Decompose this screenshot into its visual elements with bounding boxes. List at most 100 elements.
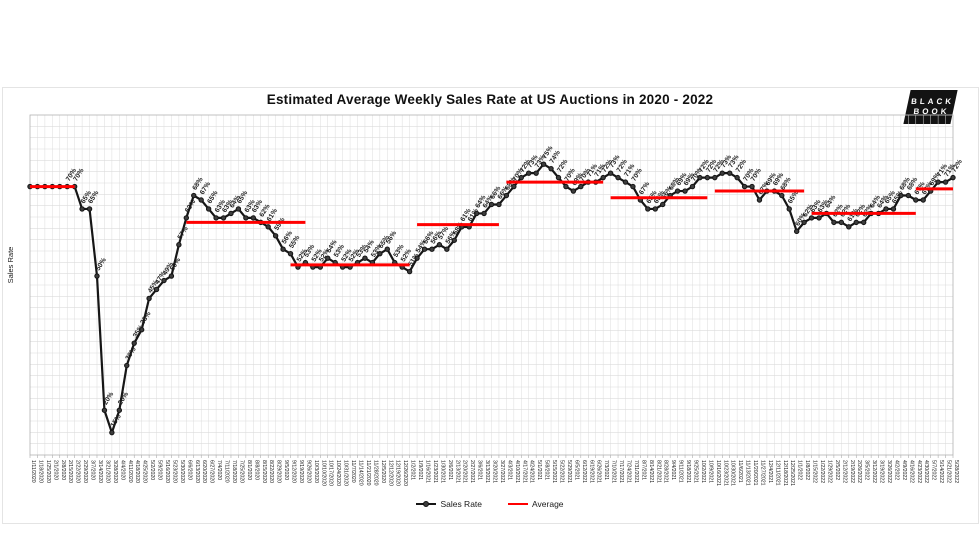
- x-axis-label: 6/19/2021: [588, 460, 594, 483]
- data-point-marker: [860, 219, 867, 226]
- data-point-marker: [124, 362, 130, 369]
- data-point-marker: [161, 277, 167, 284]
- data-point-marker: [146, 295, 152, 302]
- data-point-marker: [116, 407, 123, 413]
- x-axis-label: 9/18/2021: [685, 460, 691, 483]
- data-point-marker: [526, 170, 532, 176]
- x-axis-label: 4/10/2021: [514, 460, 520, 483]
- x-axis-label: 8/1/2020: [246, 460, 252, 480]
- data-point-marker: [287, 250, 294, 257]
- x-axis-label: 4/30/2022: [923, 460, 929, 483]
- data-point-marker: [808, 215, 815, 221]
- x-axis-label: 12/5/2020: [380, 460, 386, 483]
- x-axis-label: 3/12/2022: [871, 460, 877, 483]
- data-point-label: 57%: [177, 226, 190, 241]
- x-axis-label: 4/9/2022: [901, 460, 907, 480]
- data-point-marker: [779, 192, 785, 199]
- x-axis-label: 12/26/2020: [402, 460, 408, 486]
- x-axis-label: 1/9/2021: [417, 460, 423, 480]
- data-point-marker: [235, 206, 242, 212]
- x-axis-label: 6/5/2021: [573, 460, 579, 480]
- x-axis-label: 4/16/2022: [908, 460, 914, 483]
- data-point-marker: [250, 215, 257, 221]
- data-point-marker: [689, 183, 696, 190]
- data-point-marker: [220, 215, 227, 221]
- data-point-marker: [749, 183, 755, 190]
- x-axis-label: 5/29/2021: [566, 460, 572, 483]
- data-point-marker: [600, 174, 606, 181]
- x-axis-label: 5/28/2022: [953, 460, 959, 483]
- x-axis-label: 3/6/2021: [477, 460, 483, 480]
- x-axis-label: 9/25/2021: [692, 460, 698, 483]
- x-axis-label: 3/7/2020: [90, 460, 96, 480]
- x-axis-label: 8/14/2021: [648, 460, 654, 483]
- data-point-marker: [496, 201, 502, 208]
- x-axis-label: 11/20/2021: [752, 460, 758, 486]
- data-point-marker: [473, 210, 480, 217]
- x-axis-label: 4/23/2022: [916, 460, 922, 483]
- x-axis-label: 4/25/2020: [142, 460, 148, 483]
- x-axis-label: 11/13/2021: [745, 460, 751, 486]
- x-axis-label: 6/27/2020: [209, 460, 215, 483]
- data-point-marker: [183, 215, 190, 221]
- legend-item-sales-rate: Sales Rate: [416, 499, 482, 509]
- x-axis-label: 3/5/2022: [864, 460, 870, 480]
- data-point-marker: [898, 192, 904, 199]
- data-point-marker: [451, 237, 457, 243]
- data-point-marker: [920, 197, 926, 203]
- x-axis-label: 8/28/2021: [663, 460, 669, 483]
- data-point-marker: [243, 215, 249, 221]
- data-point-marker: [883, 206, 889, 212]
- data-point-marker: [660, 201, 666, 208]
- data-point-marker: [905, 192, 912, 199]
- data-point-marker: [191, 192, 197, 199]
- data-point-marker: [697, 174, 703, 181]
- x-axis-label: 6/6/2020: [186, 460, 192, 480]
- x-axis-label: 6/12/2021: [581, 460, 587, 483]
- data-point-label: 30%: [125, 346, 138, 361]
- x-axis-label: 4/24/2021: [529, 460, 535, 483]
- x-axis-label: 4/2/2022: [893, 460, 899, 480]
- x-axis-label: 2/19/2022: [849, 460, 855, 483]
- x-axis-label: 4/17/2021: [521, 460, 527, 483]
- plot-border: [29, 114, 954, 456]
- data-point-marker: [563, 183, 569, 190]
- data-point-marker: [726, 170, 733, 176]
- x-axis-label: 10/31/2020: [343, 460, 349, 486]
- data-point-marker: [138, 327, 145, 333]
- data-point-label: 56%: [385, 230, 398, 245]
- x-axis-label: 7/11/2020: [224, 460, 230, 483]
- x-axis-label: 1/2/2021: [410, 460, 416, 480]
- x-axis-label: 7/25/2020: [238, 460, 244, 483]
- data-point-marker: [153, 286, 160, 293]
- data-point-marker: [406, 268, 413, 275]
- x-axis-label: 8/22/2020: [268, 460, 274, 483]
- sales-rate-legend-dot: [423, 500, 430, 507]
- data-point-marker: [429, 246, 435, 252]
- x-axis-label: 5/7/2022: [931, 460, 937, 480]
- data-point-marker: [674, 188, 681, 194]
- x-axis-label: 3/21/2020: [104, 460, 110, 483]
- x-axis-label: 1/23/2021: [432, 460, 438, 483]
- x-axis-label: 9/11/2021: [678, 460, 684, 483]
- data-point-marker: [578, 183, 584, 190]
- x-axis-label: 12/11/2021: [774, 460, 780, 486]
- x-axis-label: 5/2/2020: [149, 460, 155, 480]
- x-axis-label: 3/20/2021: [492, 460, 498, 483]
- x-axis-label: 7/17/2021: [618, 460, 624, 483]
- data-point-marker: [109, 429, 115, 436]
- x-axis-label: 5/1/2021: [536, 460, 542, 480]
- x-axis-label: 5/9/2020: [157, 460, 163, 480]
- y-axis-title: Sales Rate: [6, 247, 15, 284]
- x-axis-label: 2/8/2020: [60, 460, 66, 480]
- x-axis-label: 9/4/2021: [670, 460, 676, 480]
- chart-legend: Sales Rate Average: [0, 499, 980, 509]
- x-axis-label: 5/14/2022: [938, 460, 944, 483]
- data-point-label: 63%: [184, 199, 197, 214]
- x-axis-label: 2/1/2020: [52, 460, 58, 480]
- x-axis-label: 11/27/2021: [759, 460, 765, 486]
- data-point-label: 50%: [95, 257, 108, 272]
- data-point-marker: [548, 165, 554, 172]
- data-point-marker: [846, 224, 852, 230]
- x-axis-label: 4/3/2021: [506, 460, 512, 480]
